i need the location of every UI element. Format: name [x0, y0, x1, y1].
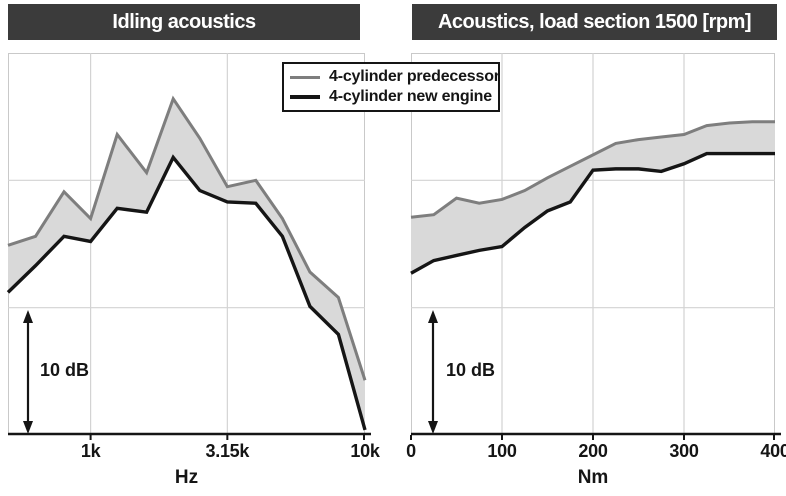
plot-area-svg	[6, 53, 371, 440]
x-tick-label: 200	[578, 441, 608, 461]
left-x-axis-tick-labels: 1k 3.15k 10k	[8, 441, 380, 463]
left-scale-bar-label: 10 dB	[40, 360, 90, 380]
scale-arrow-10db	[428, 310, 438, 434]
idling-acoustics-plot	[6, 53, 371, 440]
predecessor-line	[410, 120, 775, 219]
right-x-axis-unit: Nm	[577, 467, 609, 488]
right-chart-title-bar: Acoustics, load section 1500 [rpm]	[412, 4, 777, 40]
load-section-plot	[410, 53, 781, 440]
right-scale-bar-label: 10 dB	[446, 360, 496, 380]
x-tick-label: 1k	[80, 441, 101, 461]
left-chart-title: Idling acoustics	[112, 10, 256, 33]
left-x-axis-unit: Hz	[174, 467, 199, 488]
x-tick-label: 3.15k	[205, 441, 250, 461]
x-tick-label: 100	[487, 441, 517, 461]
right-x-axis-tick-labels: 0 100 200 300 400	[406, 441, 786, 463]
new-engine-line-swatch	[290, 95, 320, 99]
difference-band	[411, 121, 775, 274]
right-chart-title: Acoustics, load section 1500 [rpm]	[437, 10, 752, 33]
x-tick-label: 10k	[350, 441, 380, 461]
left-chart-title-bar: Idling acoustics	[8, 4, 360, 40]
scale-arrow-10db	[23, 310, 33, 434]
predecessor-line	[7, 95, 367, 381]
new-engine-line	[410, 151, 775, 275]
x-tick-label: 300	[669, 441, 699, 461]
predecessor-line-swatch	[290, 75, 320, 79]
legend-item-predecessor: 4-cylinder predecessor	[290, 69, 500, 85]
x-tick-label: 400	[760, 441, 786, 461]
new-engine-line	[6, 154, 367, 431]
legend: 4-cylinder predecessor 4-cylinder new en…	[282, 62, 500, 112]
x-tick-label: 0	[406, 441, 416, 461]
legend-label-new-engine: 4-cylinder new engine	[329, 88, 492, 105]
plot-area-svg	[410, 53, 781, 440]
legend-item-new-engine: 4-cylinder new engine	[290, 89, 492, 105]
legend-label-predecessor: 4-cylinder predecessor	[329, 68, 500, 85]
